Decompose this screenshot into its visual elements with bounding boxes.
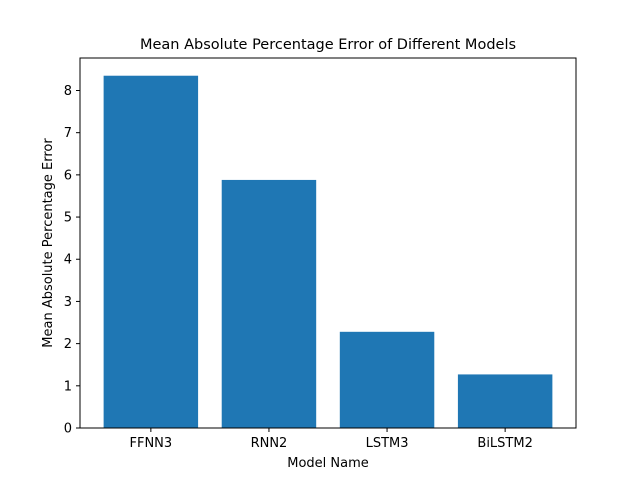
y-tick-label: 8	[64, 84, 72, 99]
chart-title: Mean Absolute Percentage Error of Differ…	[140, 37, 516, 53]
bar-lstm3	[339, 331, 435, 428]
x-axis-label: Model Name	[287, 456, 369, 471]
y-tick-label: 4	[64, 253, 72, 268]
bar-ffnn3	[103, 75, 199, 429]
y-tick-label: 6	[64, 168, 72, 183]
y-tick-label: 0	[64, 422, 72, 437]
bars-layer	[103, 75, 553, 429]
y-axis-label: Mean Absolute Percentage Error	[41, 138, 56, 348]
x-ticks-layer: FFNN3 RNN2 LSTM3 BiLSTM2	[130, 428, 533, 451]
x-tick-label: FFNN3	[130, 436, 173, 451]
x-tick-label: BiLSTM2	[477, 436, 532, 451]
y-tick-label: 2	[64, 337, 72, 352]
y-tick-label: 1	[64, 379, 72, 394]
y-tick-label: 3	[64, 295, 72, 310]
x-tick-label: LSTM3	[366, 436, 409, 451]
plot-frame	[79, 57, 577, 429]
y-ticks-layer: 0 1 2 3 4 5 6 7 8	[64, 84, 80, 437]
bar-rnn2	[221, 179, 317, 428]
bar-bilstm2	[457, 374, 553, 428]
x-tick-label: RNN2	[251, 436, 288, 451]
y-tick-label: 5	[64, 211, 72, 226]
y-tick-label: 7	[64, 126, 72, 141]
